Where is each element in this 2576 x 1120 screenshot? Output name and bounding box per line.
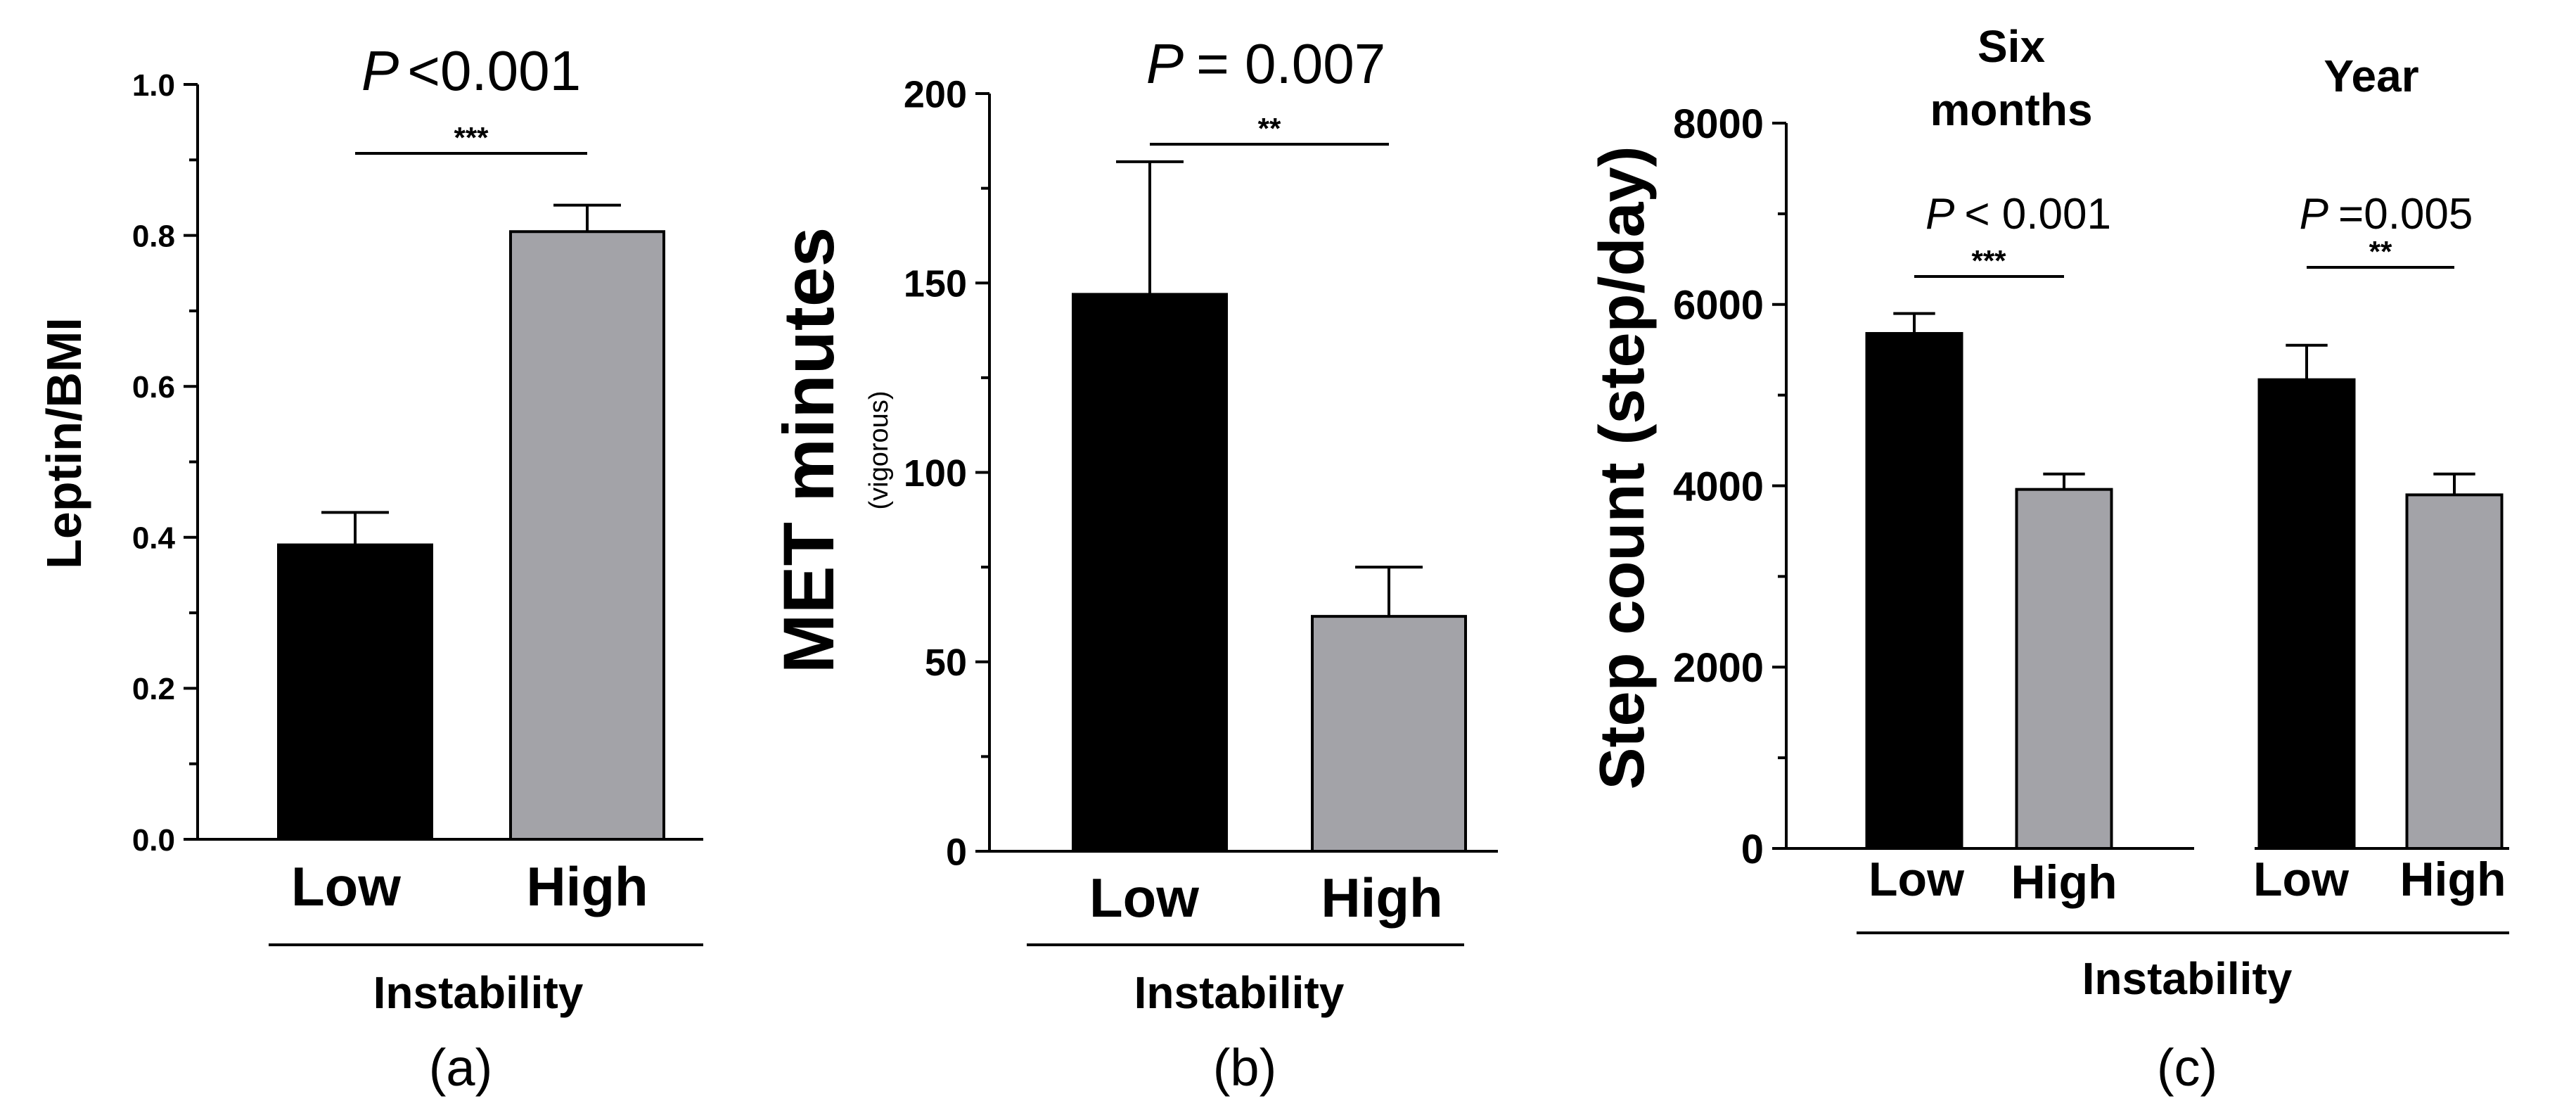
panel-c-group1-p-value: P < 0.001 xyxy=(1925,190,2111,238)
panel-b-xlabel: Instability xyxy=(1134,967,1345,1018)
panel-a-label: (a) xyxy=(429,1038,492,1097)
panel-c-group2-sig-stars: ** xyxy=(2369,235,2392,268)
panel-a-p-italic: P xyxy=(361,39,399,102)
panel-b-xtick-low: Low xyxy=(1089,867,1199,929)
panel-b-xtick-high: High xyxy=(1321,867,1442,929)
panel-c-bars xyxy=(1865,312,2504,851)
panel-c-group2-p-text: =0.005 xyxy=(2338,190,2473,238)
panel-c-group1-xtick-low: Low xyxy=(1869,853,1965,906)
panel-c-group2-bar-high xyxy=(2405,493,2504,850)
panel-c-ylabel: Step count (step/day) xyxy=(1587,146,1658,789)
panel-a-ytick-label: 0.2 xyxy=(132,672,175,706)
panel-c-ytick-label: 0 xyxy=(1741,827,1764,872)
panel-b-ylabel: MET minutes xyxy=(769,227,849,674)
panel-c-group2-bar-low xyxy=(2257,378,2356,850)
panel-a-ytick-label: 0.8 xyxy=(132,219,175,253)
panel-c-group1-sig-stars: *** xyxy=(1971,244,2006,277)
panel-c-group1-xtick-high: High xyxy=(2011,855,2117,909)
panel-c-group1-bar-low xyxy=(1865,331,1963,850)
panel-c-group1-p-italic: P xyxy=(1925,190,1954,238)
panel-c: Step count (step/day) 02000400060008000 … xyxy=(1587,21,2509,1097)
panel-b-p-italic: P xyxy=(1146,32,1184,95)
panel-b-ytick-label: 0 xyxy=(946,831,967,873)
panel-c-yticks: 0 2000 4000 6000 8000 xyxy=(1673,101,1786,872)
panel-b-label: (b) xyxy=(1213,1038,1276,1097)
panel-a-xlabel: Instability xyxy=(373,967,584,1018)
panel-c-group1-title-line1: Six xyxy=(1978,21,2045,72)
panel-c-group2-title: Year xyxy=(2324,51,2418,101)
panel-c-ytick-label: 8000 xyxy=(1673,101,1764,147)
panel-c-group2-xtick-high: High xyxy=(2399,853,2506,906)
panel-b-sig-stars: ** xyxy=(1258,112,1281,145)
panel-a-yticks: 0.0 0.2 0.4 0.6 0.8 1.0 xyxy=(132,68,198,858)
panel-b-yticks: 0 50 100 150 200 xyxy=(904,73,989,873)
panel-a-sig-stars: *** xyxy=(454,121,489,154)
panel-c-ytick-label: 6000 xyxy=(1673,283,1764,329)
panel-a-ytick-label: 1.0 xyxy=(132,68,175,103)
panel-b-p-value: P = 0.007 xyxy=(1146,32,1386,95)
panel-a-bar-high xyxy=(509,230,665,841)
panel-b: MET minutes (vigorous) 0 50 100 150 200 ** P… xyxy=(769,32,1498,1097)
panel-c-group2-p-italic: P xyxy=(2300,190,2328,238)
panel-c-group1-title-line2: months xyxy=(1930,84,2092,135)
panel-a-ytick-label: 0.6 xyxy=(132,370,175,405)
panel-b-bars xyxy=(1072,160,1467,853)
panel-c-group1-bar-high xyxy=(2015,488,2113,851)
panel-a-ytick-label: 0.4 xyxy=(132,521,176,556)
panel-a-p-text: <0.001 xyxy=(407,39,581,102)
panel-a: Leptin/BMI 0.0 0.2 0.4 0.6 0.8 1.0 *** P <0.00… xyxy=(37,39,703,1097)
panel-c-group2-xtick-low: Low xyxy=(2253,853,2350,906)
panel-a-bars xyxy=(277,203,665,841)
panel-a-ylabel: Leptin/BMI xyxy=(37,317,91,569)
panel-b-bar-high xyxy=(1311,615,1467,853)
panel-b-ylabel-sub: (vigorous) xyxy=(864,391,894,510)
panel-c-group2-p-value: P =0.005 xyxy=(2300,190,2473,238)
panel-b-ytick-label: 200 xyxy=(904,73,967,115)
panel-b-ytick-label: 150 xyxy=(904,263,967,305)
panel-b-ytick-label: 100 xyxy=(904,452,967,495)
panel-c-xlabel: Instability xyxy=(2082,953,2293,1004)
panel-b-p-text: = 0.007 xyxy=(1196,32,1385,95)
panel-c-label: (c) xyxy=(2157,1038,2217,1097)
panel-c-ytick-label: 2000 xyxy=(1673,645,1764,691)
panel-a-bar-low xyxy=(277,543,433,841)
panel-c-group1-p-text: < 0.001 xyxy=(1964,190,2111,238)
panel-a-xtick-high: High xyxy=(526,855,648,917)
panel-a-ytick-label: 0.0 xyxy=(132,823,175,858)
panel-b-bar-low xyxy=(1072,293,1228,853)
panel-a-p-value: P <0.001 xyxy=(361,39,581,102)
panel-c-ytick-label: 4000 xyxy=(1673,464,1764,509)
panel-a-xtick-low: Low xyxy=(291,855,401,917)
panel-b-ytick-label: 50 xyxy=(925,642,967,684)
